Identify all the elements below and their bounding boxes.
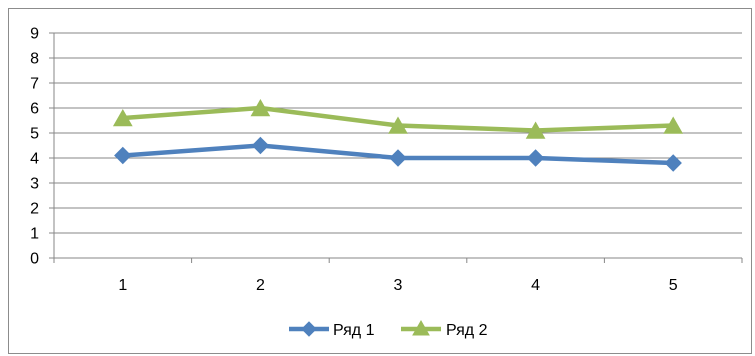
- axes: 0 1 2 3 4 5 6 7 8 9 1 2 3 4 5: [30, 26, 743, 294]
- y-tick-label: 5: [30, 126, 39, 143]
- diamond-marker: [389, 149, 407, 167]
- series-2: [112, 98, 684, 139]
- legend-item-series-1: Ряд 1: [289, 321, 375, 339]
- legend-label: Ряд 1: [333, 322, 375, 339]
- x-tick-label: 4: [531, 277, 540, 294]
- y-tick-label: 8: [30, 51, 39, 68]
- x-tick-label: 2: [256, 277, 265, 294]
- triangle-marker: [388, 116, 408, 134]
- y-tick-label: 0: [30, 251, 39, 268]
- y-tick-label: 9: [30, 26, 39, 43]
- legend-item-series-2: Ряд 2: [401, 319, 488, 339]
- series-1: [114, 136, 682, 172]
- legend-diamond-marker: [301, 321, 317, 337]
- y-tick-label: 6: [30, 101, 39, 118]
- y-tick-label: 7: [30, 76, 39, 93]
- x-tick-label: 1: [118, 277, 127, 294]
- diamond-marker: [251, 136, 270, 155]
- x-tick-label: 3: [394, 277, 403, 294]
- triangle-marker: [250, 98, 271, 117]
- y-tick-label: 3: [30, 176, 39, 193]
- chart-area: [8, 8, 752, 354]
- legend-triangle-marker: [412, 319, 430, 336]
- triangle-marker: [663, 116, 684, 134]
- y-tick-label: 4: [30, 151, 39, 168]
- diamond-marker: [114, 146, 132, 165]
- diamond-marker: [664, 154, 682, 172]
- gridlines: [54, 32, 742, 234]
- x-tick-label: 5: [669, 277, 678, 294]
- y-tick-label: 1: [30, 226, 39, 243]
- legend-label: Ряд 2: [446, 322, 488, 339]
- plot-series: [112, 98, 684, 172]
- triangle-marker: [525, 121, 546, 139]
- legend: Ряд 1 Ряд 2: [289, 319, 488, 339]
- y-tick-label: 2: [30, 201, 39, 218]
- diamond-marker: [526, 149, 545, 167]
- triangle-marker: [112, 108, 133, 127]
